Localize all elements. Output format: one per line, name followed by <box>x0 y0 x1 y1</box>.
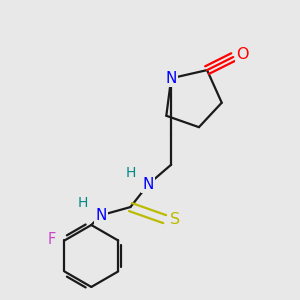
Text: N: N <box>95 208 107 223</box>
Text: O: O <box>236 47 248 62</box>
Text: N: N <box>166 71 177 86</box>
Text: S: S <box>170 212 180 226</box>
Text: H: H <box>126 166 136 180</box>
Text: H: H <box>78 196 88 210</box>
Text: N: N <box>143 177 154 192</box>
Text: F: F <box>47 232 56 247</box>
